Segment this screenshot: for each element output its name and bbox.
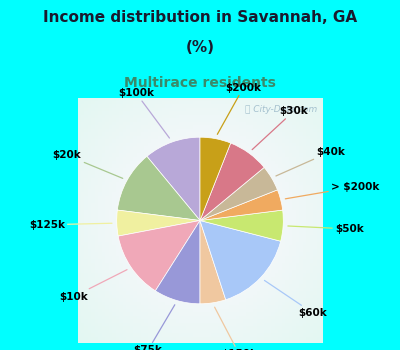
Text: $40k: $40k — [276, 147, 345, 176]
Wedge shape — [147, 137, 200, 220]
Text: ⓘ City-Data.com: ⓘ City-Data.com — [245, 105, 318, 114]
Wedge shape — [200, 190, 283, 220]
Text: Income distribution in Savannah, GA: Income distribution in Savannah, GA — [43, 10, 357, 25]
Wedge shape — [118, 220, 200, 291]
Text: $75k: $75k — [133, 305, 175, 350]
Text: $125k: $125k — [29, 220, 112, 230]
Wedge shape — [117, 210, 200, 236]
Wedge shape — [200, 220, 226, 304]
Wedge shape — [200, 137, 231, 220]
Wedge shape — [200, 210, 283, 241]
Text: $50k: $50k — [288, 224, 364, 234]
Text: Multirace residents: Multirace residents — [124, 76, 276, 90]
Text: $150k: $150k — [215, 307, 257, 350]
Text: $10k: $10k — [59, 270, 127, 301]
Wedge shape — [200, 167, 278, 220]
Text: $30k: $30k — [252, 106, 308, 150]
Text: $200k: $200k — [217, 83, 261, 134]
Wedge shape — [117, 156, 200, 220]
Wedge shape — [200, 143, 264, 220]
Text: $20k: $20k — [53, 150, 123, 178]
Text: $60k: $60k — [264, 280, 327, 318]
Wedge shape — [155, 220, 200, 304]
Text: $100k: $100k — [118, 88, 170, 138]
Text: > $200k: > $200k — [285, 182, 379, 199]
Text: (%): (%) — [186, 40, 214, 55]
Wedge shape — [200, 220, 281, 300]
